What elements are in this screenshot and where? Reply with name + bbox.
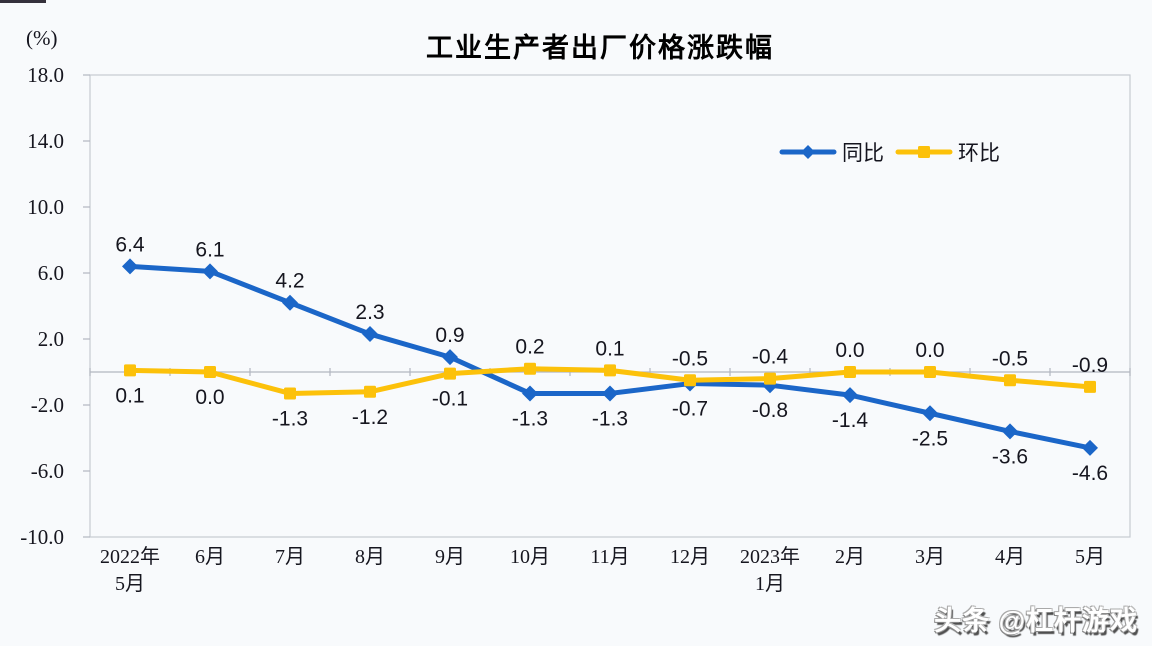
data-label: -0.7 bbox=[672, 398, 708, 421]
y-axis-tick-label: -10.0 bbox=[20, 525, 64, 549]
data-label: 4.2 bbox=[275, 270, 304, 293]
legend-label-yoy: 同比 bbox=[842, 142, 884, 165]
yoy-data-marker bbox=[202, 263, 218, 280]
data-label: 0.1 bbox=[115, 384, 144, 407]
data-label: -0.8 bbox=[752, 399, 788, 422]
mom-data-marker bbox=[604, 364, 616, 377]
mom-data-marker bbox=[1084, 380, 1096, 393]
x-axis-label: 12月 bbox=[670, 546, 710, 568]
data-label: -0.5 bbox=[672, 347, 708, 370]
data-label: -0.5 bbox=[992, 347, 1028, 370]
data-label: -0.9 bbox=[1072, 354, 1108, 377]
y-axis-tick-label: -2.0 bbox=[31, 393, 64, 417]
yoy-data-marker bbox=[522, 385, 538, 402]
x-axis-label: 11月 bbox=[590, 546, 629, 568]
yoy-data-marker bbox=[1082, 439, 1098, 456]
y-axis-tick-label: -6.0 bbox=[31, 459, 64, 483]
data-label: -1.2 bbox=[352, 406, 388, 429]
data-label: 0.0 bbox=[835, 339, 864, 362]
mom-data-marker bbox=[124, 364, 136, 377]
x-axis-label: 9月 bbox=[435, 546, 465, 568]
x-axis-label: 2023年 bbox=[740, 545, 800, 568]
x-axis-label: 5月 bbox=[115, 573, 145, 595]
mom-data-marker bbox=[924, 366, 936, 378]
y-axis-unit-label: (%) bbox=[26, 26, 58, 50]
mom-data-marker bbox=[204, 366, 216, 378]
y-axis-tick-label: 10.0 bbox=[27, 195, 64, 219]
data-label: -1.3 bbox=[512, 407, 548, 430]
screen-edge-artifact bbox=[0, 0, 46, 3]
data-label: -0.4 bbox=[752, 346, 789, 369]
y-axis-tick-label: 14.0 bbox=[27, 129, 64, 153]
mom-data-marker bbox=[844, 366, 856, 378]
data-label: -2.5 bbox=[912, 427, 948, 450]
yoy-data-marker bbox=[122, 258, 138, 275]
data-label: 0.2 bbox=[515, 336, 544, 359]
data-label: -0.1 bbox=[432, 388, 468, 411]
y-axis-tick-label: 6.0 bbox=[38, 261, 64, 285]
x-axis-label: 4月 bbox=[995, 546, 1025, 568]
y-axis-tick-label: 18.0 bbox=[27, 63, 64, 87]
mom-data-marker bbox=[524, 362, 536, 375]
x-axis-label: 6月 bbox=[195, 546, 225, 568]
data-label: 2.3 bbox=[355, 301, 384, 324]
yoy-data-marker bbox=[442, 349, 458, 366]
mom-data-marker bbox=[444, 367, 456, 380]
data-label: -1.3 bbox=[272, 407, 308, 430]
yoy-data-marker bbox=[842, 387, 858, 404]
plot-border bbox=[89, 74, 1131, 538]
yoy-data-marker bbox=[1002, 423, 1018, 440]
legend-marker bbox=[918, 146, 930, 158]
yoy-data-marker bbox=[602, 385, 618, 402]
data-label: 6.4 bbox=[115, 233, 145, 256]
data-label: -4.6 bbox=[1072, 462, 1108, 485]
data-label: 0.0 bbox=[195, 386, 224, 409]
yoy-data-marker bbox=[922, 405, 938, 422]
mom-data-marker bbox=[684, 374, 696, 387]
x-axis-label: 10月 bbox=[510, 546, 550, 568]
watermark: 头条 @杠杆游戏 bbox=[934, 606, 1138, 636]
yoy-data-marker bbox=[282, 294, 298, 311]
x-axis-label: 3月 bbox=[915, 546, 945, 568]
x-axis-label: 5月 bbox=[1075, 546, 1105, 568]
legend-label-mom: 环比 bbox=[958, 142, 1000, 165]
data-label: 0.0 bbox=[915, 339, 944, 362]
mom-data-marker bbox=[1004, 374, 1016, 387]
y-axis-tick-label: 2.0 bbox=[38, 327, 64, 351]
data-label: -1.3 bbox=[592, 407, 628, 430]
x-axis-label: 2022年 bbox=[100, 545, 160, 568]
data-label: -1.4 bbox=[832, 409, 869, 432]
mom-data-marker bbox=[284, 387, 296, 400]
x-axis-label: 7月 bbox=[275, 546, 305, 568]
yoy-data-marker bbox=[362, 326, 378, 343]
chart-title: 工业生产者出厂价格涨跌幅 bbox=[426, 33, 774, 63]
data-label: 6.1 bbox=[195, 238, 224, 261]
legend-marker bbox=[801, 145, 815, 159]
data-label: -3.6 bbox=[992, 445, 1028, 468]
x-axis-label: 2月 bbox=[835, 546, 865, 568]
mom-data-marker bbox=[364, 385, 376, 398]
data-label: 0.1 bbox=[595, 337, 624, 360]
mom-data-marker bbox=[764, 372, 776, 385]
x-axis-label: 1月 bbox=[755, 573, 785, 595]
x-axis-label: 8月 bbox=[355, 546, 385, 568]
data-label: 0.9 bbox=[435, 324, 464, 347]
